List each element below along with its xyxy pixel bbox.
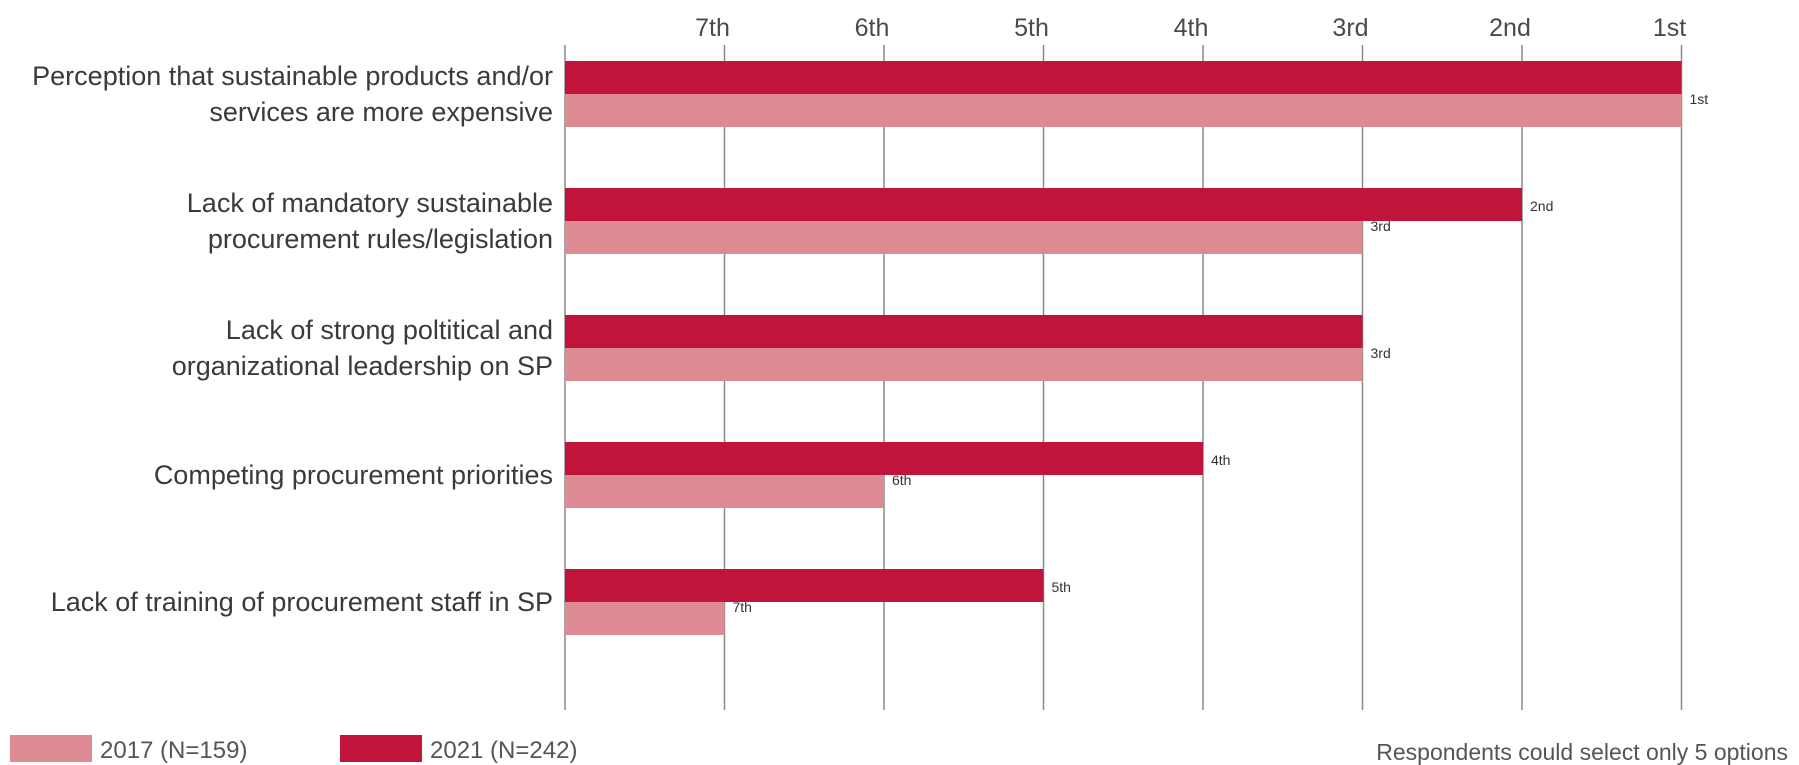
category-label: Competing procurement priorities [154, 460, 553, 490]
bar-2021 [565, 442, 1203, 475]
x-tick-label: 2nd [1489, 14, 1531, 42]
bar-2017 [565, 602, 725, 635]
data-label-2021: 4th [1211, 452, 1230, 468]
category-label: Lack of strong poltitical and [226, 315, 553, 345]
legend-label: 2017 (N=159) [100, 737, 247, 764]
bars [565, 61, 1682, 635]
legend: 2017 (N=159) 2021 (N=242) [10, 735, 577, 764]
x-axis-tick-labels: 7th 6th 5th 4th 3rd 2nd 1st [695, 14, 1686, 42]
bar-2017 [565, 221, 1363, 254]
data-label-2021: 5th [1052, 579, 1071, 595]
x-tick-label: 3rd [1332, 14, 1368, 42]
bar-2021 [565, 315, 1363, 348]
bar-2021 [565, 569, 1044, 602]
x-tick-label: 7th [695, 14, 730, 42]
data-label-2021: 2nd [1530, 198, 1553, 214]
category-label: procurement rules/legislation [208, 224, 553, 254]
legend-swatch [340, 735, 422, 762]
bar-2021 [565, 61, 1682, 94]
category-label: services are more expensive [209, 97, 553, 127]
data-label-2017: 1st [1690, 91, 1709, 107]
data-label-2017: 6th [892, 472, 911, 488]
x-tick-label: 6th [855, 14, 890, 42]
x-tick-label: 5th [1014, 14, 1049, 42]
chart-note: Respondents could select only 5 options [1376, 739, 1788, 765]
category-labels: Perception that sustainable products and… [32, 61, 553, 617]
data-label-2017: 3rd [1371, 345, 1391, 361]
bar-2017 [565, 94, 1682, 127]
bar-2021 [565, 188, 1522, 221]
bar-2017 [565, 348, 1363, 381]
category-label: Lack of training of procurement staff in… [51, 587, 553, 617]
category-label: Lack of mandatory sustainable [187, 188, 553, 218]
data-labels: 1st 2nd 3rd 3rd 4th 6th 5th 7th [733, 91, 1709, 615]
legend-label: 2021 (N=242) [430, 737, 577, 764]
legend-swatch [10, 735, 92, 762]
data-label-2017: 7th [733, 599, 752, 615]
x-tick-label: 4th [1174, 14, 1209, 42]
data-label-2017: 3rd [1371, 218, 1391, 234]
category-label: Perception that sustainable products and… [32, 61, 553, 91]
bar-2017 [565, 475, 884, 508]
x-tick-label: 1st [1653, 14, 1686, 42]
category-label: organizational leadership on SP [172, 351, 553, 381]
